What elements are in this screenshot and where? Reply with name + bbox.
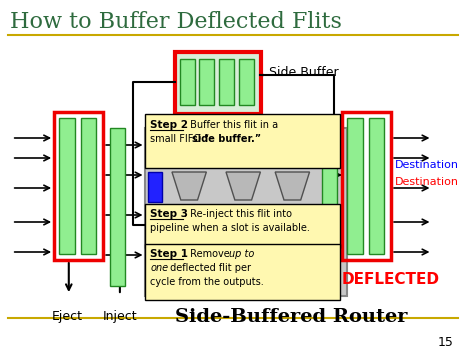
Text: deflected flit per: deflected flit per (167, 263, 251, 273)
Text: Side Buffer: Side Buffer (269, 66, 339, 78)
Bar (81, 118, 96, 254)
Bar (146, 204, 340, 248)
Polygon shape (172, 172, 206, 200)
Text: pipeline when a slot is available.: pipeline when a slot is available. (150, 223, 310, 233)
Bar (146, 244, 340, 300)
Bar (347, 118, 363, 254)
Polygon shape (275, 172, 310, 200)
Text: cycle from the outputs.: cycle from the outputs. (150, 277, 264, 287)
Text: Inject: Inject (102, 310, 137, 323)
Bar (110, 128, 125, 286)
Text: How to Buffer Deflected Flits: How to Buffer Deflected Flits (10, 11, 342, 33)
Text: side buffer.”: side buffer.” (191, 134, 261, 144)
Text: Eject: Eject (51, 310, 82, 323)
Text: Destination: Destination (395, 177, 459, 187)
Bar (342, 112, 391, 260)
Bar (180, 59, 194, 105)
Bar (322, 128, 337, 286)
Bar (146, 114, 340, 168)
Text: up to: up to (229, 249, 255, 259)
Text: Side-Buffered Router: Side-Buffered Router (175, 308, 408, 326)
Bar (54, 112, 103, 260)
Polygon shape (226, 172, 260, 200)
Bar (219, 59, 234, 105)
Bar (368, 118, 384, 254)
Bar (239, 59, 254, 105)
Bar (200, 59, 214, 105)
Text: . Re-inject this flit into: . Re-inject this flit into (184, 209, 292, 219)
Bar (146, 128, 347, 296)
Text: Step 1: Step 1 (150, 249, 188, 259)
Text: small FIFO “: small FIFO “ (150, 134, 210, 144)
Text: Destination: Destination (395, 160, 459, 170)
Text: . Remove: . Remove (184, 249, 233, 259)
Bar (148, 172, 162, 202)
Text: Step 2: Step 2 (150, 120, 188, 130)
Bar (59, 118, 75, 254)
Bar (175, 52, 261, 114)
Text: Step 3: Step 3 (150, 209, 188, 219)
Text: DEFLECTED: DEFLECTED (342, 272, 440, 287)
Text: one: one (150, 263, 168, 273)
Text: 15: 15 (438, 335, 454, 349)
Text: . Buffer this flit in a: . Buffer this flit in a (184, 120, 278, 130)
